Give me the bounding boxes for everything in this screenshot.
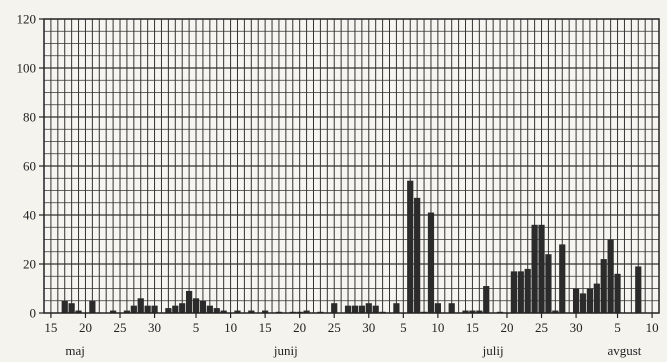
bar bbox=[572, 288, 580, 313]
bar bbox=[593, 283, 600, 313]
bar bbox=[220, 310, 227, 313]
bar bbox=[365, 303, 372, 313]
bar bbox=[559, 244, 566, 313]
y-axis: 0 20 40 60 80 100 120 bbox=[17, 12, 44, 321]
month-label: maj bbox=[65, 343, 85, 358]
bar bbox=[68, 303, 75, 313]
bar bbox=[600, 259, 607, 313]
bar bbox=[144, 305, 151, 313]
bar bbox=[61, 300, 68, 313]
bar bbox=[109, 310, 117, 313]
bar bbox=[393, 303, 400, 313]
bar bbox=[483, 286, 490, 313]
bar bbox=[635, 266, 642, 313]
bar bbox=[192, 298, 200, 313]
bar bbox=[372, 305, 379, 313]
bar bbox=[303, 310, 310, 313]
y-tick-label: 120 bbox=[17, 12, 37, 27]
bar bbox=[552, 310, 559, 313]
x-tick-label: 30 bbox=[570, 320, 583, 335]
bar bbox=[579, 293, 587, 313]
x-tick-label: 25 bbox=[114, 320, 127, 335]
x-tick-label: 5 bbox=[614, 320, 621, 335]
y-tick-label: 60 bbox=[23, 159, 36, 174]
bar bbox=[427, 212, 435, 313]
bar bbox=[248, 310, 255, 313]
bar bbox=[206, 305, 213, 313]
x-tick-label: 25 bbox=[328, 320, 341, 335]
bar bbox=[123, 310, 131, 313]
bar bbox=[476, 310, 483, 313]
bar bbox=[151, 305, 158, 313]
bar bbox=[358, 305, 365, 313]
bar bbox=[524, 268, 531, 313]
bar bbox=[517, 271, 524, 313]
x-tick-label: 30 bbox=[148, 320, 161, 335]
month-label: julij bbox=[482, 343, 504, 358]
y-tick-label: 40 bbox=[23, 208, 36, 223]
bar bbox=[130, 305, 137, 313]
x-tick-label: 20 bbox=[293, 320, 306, 335]
x-tick-label: 25 bbox=[535, 320, 548, 335]
y-tick-label: 100 bbox=[17, 61, 37, 76]
bar bbox=[172, 305, 179, 313]
bar bbox=[510, 271, 517, 313]
bar bbox=[538, 224, 545, 313]
bar bbox=[137, 298, 144, 313]
y-tick-label: 0 bbox=[30, 306, 37, 321]
bar bbox=[607, 239, 614, 313]
bar bbox=[186, 290, 193, 313]
bar bbox=[586, 288, 594, 313]
bar bbox=[213, 308, 220, 313]
bar bbox=[165, 308, 172, 313]
bar bbox=[262, 310, 269, 313]
bar bbox=[531, 224, 538, 313]
bar bbox=[234, 310, 241, 313]
x-tick-label: 5 bbox=[400, 320, 407, 335]
month-label: avgust bbox=[607, 343, 641, 358]
x-tick-label: 15 bbox=[44, 320, 57, 335]
x-tick-label: 10 bbox=[646, 320, 659, 335]
x-tick-label: 10 bbox=[224, 320, 237, 335]
grid bbox=[44, 19, 659, 313]
x-tick-label: 20 bbox=[79, 320, 92, 335]
month-labels: maj junij julij avgust bbox=[65, 343, 641, 358]
bar bbox=[434, 303, 441, 313]
bar bbox=[469, 310, 476, 313]
bar bbox=[545, 254, 552, 313]
bar bbox=[344, 305, 352, 313]
bar bbox=[331, 303, 338, 313]
bar bbox=[414, 197, 421, 313]
bar bbox=[75, 310, 82, 313]
month-label: junij bbox=[273, 343, 298, 358]
bar bbox=[89, 300, 96, 313]
x-tick-label: 15 bbox=[259, 320, 272, 335]
bar bbox=[407, 180, 414, 313]
bars bbox=[61, 180, 642, 313]
bar bbox=[199, 300, 207, 313]
x-tick-label: 10 bbox=[431, 320, 444, 335]
y-tick-label: 80 bbox=[23, 110, 36, 125]
bar bbox=[448, 303, 455, 313]
bar bbox=[462, 310, 469, 313]
y-tick-label: 20 bbox=[23, 257, 36, 272]
bar bbox=[614, 273, 621, 313]
x-axis: 15 20 25 30 5 10 15 20 25 30 5 10 15 20 25 30 5 10 bbox=[44, 313, 659, 335]
bar bbox=[351, 305, 359, 313]
bar bbox=[179, 303, 186, 313]
x-tick-label: 5 bbox=[193, 320, 200, 335]
x-tick-label: 20 bbox=[500, 320, 513, 335]
x-tick-label: 15 bbox=[466, 320, 479, 335]
x-tick-label: 30 bbox=[362, 320, 375, 335]
